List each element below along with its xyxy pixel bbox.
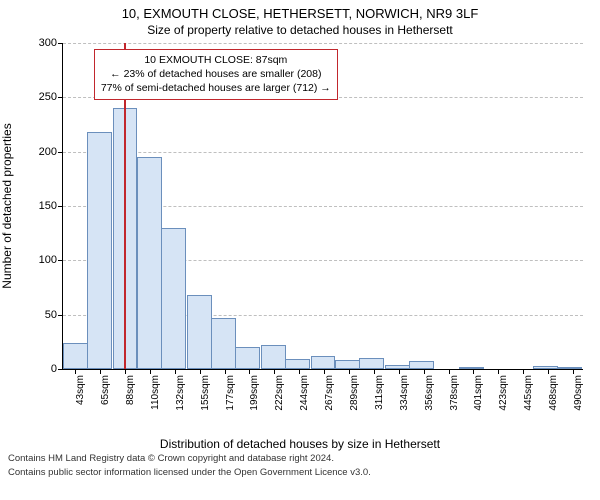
x-tick-label: 401sqm bbox=[473, 375, 484, 411]
y-tick-label: 300 bbox=[39, 37, 63, 49]
y-tick-label: 100 bbox=[39, 254, 63, 266]
x-tick-mark bbox=[523, 369, 524, 374]
x-tick-label: 199sqm bbox=[249, 375, 260, 411]
histogram-bar bbox=[63, 343, 88, 369]
x-tick-label: 468sqm bbox=[548, 375, 559, 411]
y-tick-label: 0 bbox=[51, 363, 63, 375]
x-tick-mark bbox=[225, 369, 226, 374]
x-tick-mark bbox=[100, 369, 101, 374]
x-tick-label: 267sqm bbox=[324, 375, 335, 411]
x-tick-label: 289sqm bbox=[349, 375, 360, 411]
x-tick-mark bbox=[324, 369, 325, 374]
x-tick-label: 43sqm bbox=[75, 375, 86, 405]
y-tick-label: 200 bbox=[39, 146, 63, 158]
histogram-bar bbox=[211, 318, 236, 369]
footnote-2: Contains public sector information licen… bbox=[0, 465, 600, 479]
x-tick-mark bbox=[424, 369, 425, 374]
x-tick-label: 65sqm bbox=[100, 375, 111, 405]
x-tick-mark bbox=[349, 369, 350, 374]
x-tick-label: 88sqm bbox=[125, 375, 136, 405]
x-tick-mark bbox=[249, 369, 250, 374]
x-tick-mark bbox=[573, 369, 574, 374]
x-tick-mark bbox=[125, 369, 126, 374]
x-tick-mark bbox=[449, 369, 450, 374]
x-tick-label: 423sqm bbox=[498, 375, 509, 411]
histogram-bar bbox=[261, 345, 286, 369]
x-tick-mark bbox=[175, 369, 176, 374]
annotation-box: 10 EXMOUTH CLOSE: 87sqm ← 23% of detache… bbox=[94, 49, 338, 100]
chart-sub-title: Size of property relative to detached ho… bbox=[0, 21, 600, 37]
histogram-bar bbox=[285, 359, 310, 369]
x-tick-label: 334sqm bbox=[399, 375, 410, 411]
x-tick-label: 155sqm bbox=[200, 375, 211, 411]
chart-container: Number of detached properties 0501001502… bbox=[0, 37, 600, 435]
y-tick-label: 150 bbox=[39, 200, 63, 212]
x-tick-label: 110sqm bbox=[150, 375, 161, 410]
gridline bbox=[63, 152, 583, 153]
histogram-bar bbox=[235, 347, 260, 369]
x-tick-mark bbox=[299, 369, 300, 374]
x-tick-label: 490sqm bbox=[573, 375, 584, 411]
x-axis-label: Distribution of detached houses by size … bbox=[0, 435, 600, 451]
y-axis-label: Number of detached properties bbox=[0, 123, 14, 288]
x-tick-mark bbox=[200, 369, 201, 374]
footnote-1: Contains HM Land Registry data © Crown c… bbox=[0, 451, 600, 465]
plot-area: 05010015020025030043sqm65sqm88sqm110sqm1… bbox=[62, 43, 583, 370]
histogram-bar bbox=[161, 228, 186, 369]
x-tick-mark bbox=[473, 369, 474, 374]
x-tick-mark bbox=[548, 369, 549, 374]
histogram-bar bbox=[311, 356, 336, 369]
x-tick-label: 222sqm bbox=[274, 375, 285, 411]
annotation-line-2: ← 23% of detached houses are smaller (20… bbox=[101, 67, 331, 81]
x-tick-mark bbox=[399, 369, 400, 374]
histogram-bar bbox=[385, 365, 410, 369]
histogram-bar bbox=[409, 361, 434, 369]
chart-main-title: 10, EXMOUTH CLOSE, HETHERSETT, NORWICH, … bbox=[0, 0, 600, 21]
annotation-line-1: 10 EXMOUTH CLOSE: 87sqm bbox=[101, 53, 331, 67]
histogram-bar bbox=[359, 358, 384, 369]
x-tick-mark bbox=[374, 369, 375, 374]
y-tick-label: 250 bbox=[39, 91, 63, 103]
annotation-line-3: 77% of semi-detached houses are larger (… bbox=[101, 81, 331, 95]
x-tick-mark bbox=[274, 369, 275, 374]
histogram-bar bbox=[335, 360, 360, 369]
x-tick-label: 244sqm bbox=[299, 375, 310, 411]
histogram-bar bbox=[459, 367, 484, 369]
x-tick-label: 132sqm bbox=[175, 375, 186, 411]
histogram-bar bbox=[137, 157, 162, 369]
x-tick-label: 378sqm bbox=[449, 375, 460, 411]
x-tick-label: 177sqm bbox=[225, 375, 236, 411]
gridline bbox=[63, 43, 583, 44]
y-tick-label: 50 bbox=[45, 309, 63, 321]
x-tick-label: 356sqm bbox=[424, 375, 435, 411]
x-tick-mark bbox=[150, 369, 151, 374]
x-tick-mark bbox=[75, 369, 76, 374]
histogram-bar bbox=[187, 295, 212, 369]
histogram-bar bbox=[557, 367, 582, 369]
x-tick-mark bbox=[498, 369, 499, 374]
histogram-bar bbox=[87, 132, 112, 369]
x-tick-label: 311sqm bbox=[374, 375, 385, 410]
histogram-bar bbox=[533, 366, 558, 369]
x-tick-label: 445sqm bbox=[523, 375, 534, 411]
